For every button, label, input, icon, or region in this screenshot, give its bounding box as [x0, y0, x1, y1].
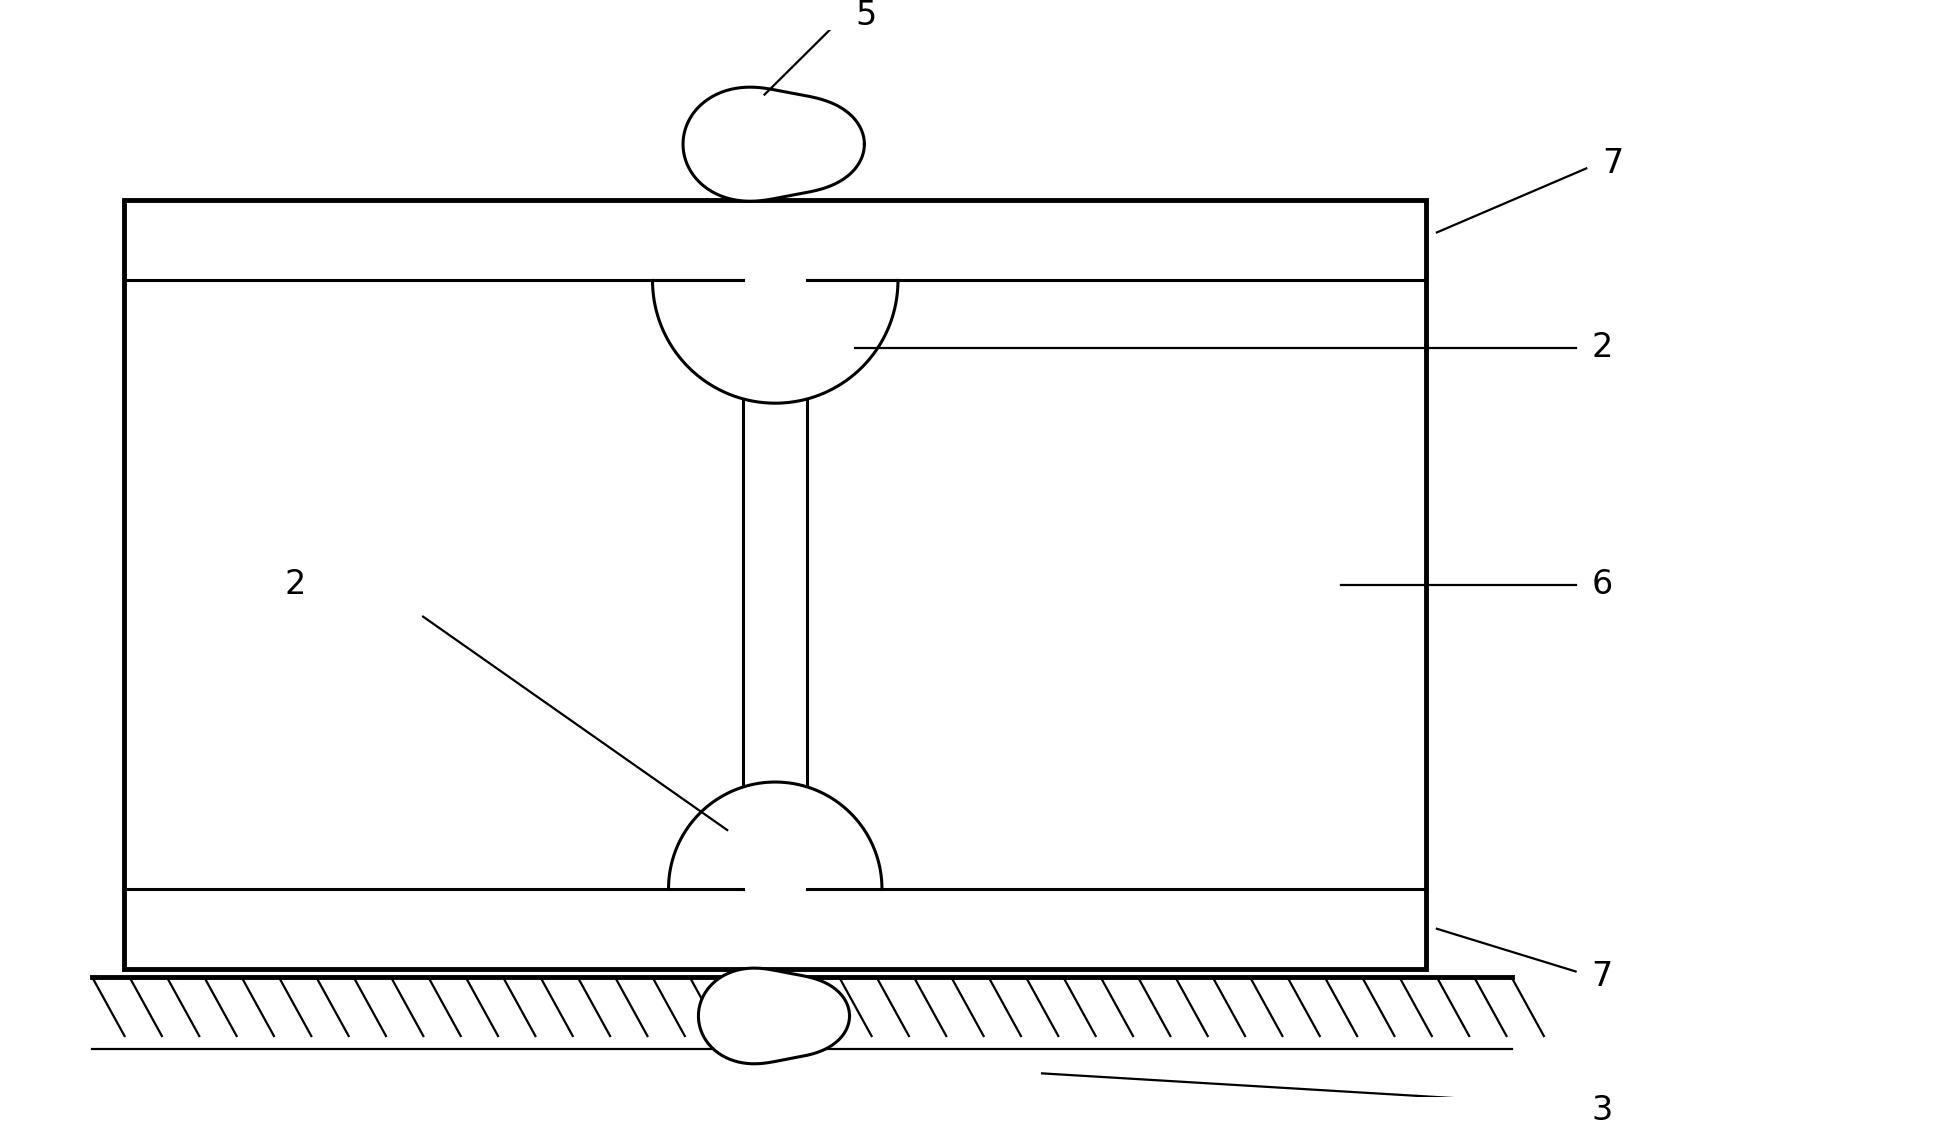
Text: 6: 6	[1591, 569, 1613, 601]
Text: 7: 7	[1601, 146, 1623, 179]
Polygon shape	[653, 280, 897, 403]
Polygon shape	[698, 968, 848, 1064]
Bar	[125, 200, 1425, 968]
Text: 2: 2	[1591, 331, 1613, 365]
Text: 3: 3	[1591, 1094, 1613, 1126]
Polygon shape	[682, 87, 864, 202]
Text: 7: 7	[1591, 960, 1613, 993]
Text: 2: 2	[283, 569, 305, 601]
Text: 5: 5	[854, 0, 876, 32]
Polygon shape	[669, 783, 882, 888]
